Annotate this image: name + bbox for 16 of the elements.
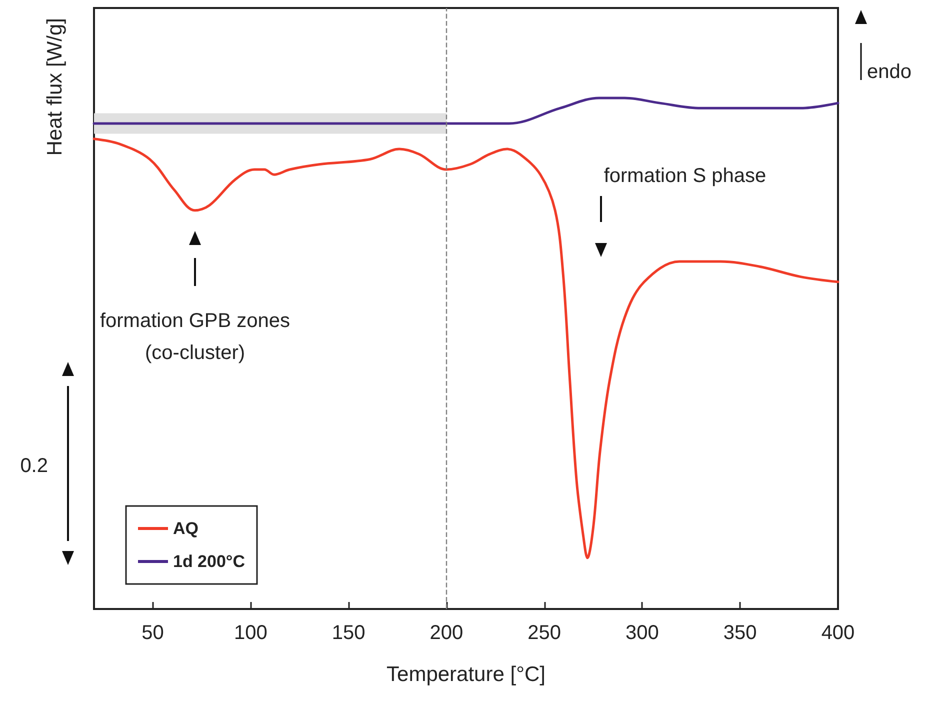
x-tick-label: 200 [430, 622, 464, 644]
x-axis-title: Temperature [°C] [386, 663, 546, 686]
y-axis-title: Heat flux [W/g] [44, 18, 66, 156]
legend-label: AQ [173, 519, 198, 538]
text: 0.2 [20, 455, 48, 477]
legend-label: 1d 200°C [173, 552, 246, 571]
annotation: formation S phase [604, 165, 766, 187]
x-tick-label: 50 [142, 622, 164, 644]
annotation: formation GPB zones (co-cluster) [100, 310, 290, 364]
x-tick-label: 300 [626, 622, 659, 644]
x-tick-label: 100 [234, 622, 268, 644]
x-tick-label: 400 [821, 622, 855, 644]
x-tick-label: 250 [528, 622, 562, 644]
x-tick-label: 350 [723, 622, 757, 644]
text: endo [867, 61, 912, 83]
x-tick-label: 150 [332, 622, 366, 644]
